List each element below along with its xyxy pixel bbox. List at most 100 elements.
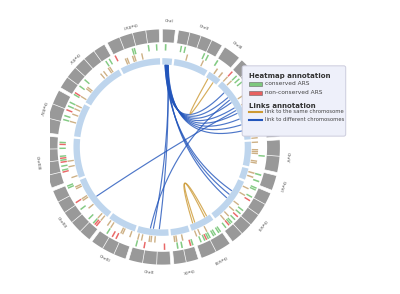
Polygon shape <box>107 29 160 54</box>
Polygon shape <box>134 48 137 54</box>
Polygon shape <box>110 222 115 228</box>
Polygon shape <box>251 137 258 139</box>
Polygon shape <box>81 195 88 200</box>
Polygon shape <box>87 86 93 92</box>
Polygon shape <box>137 233 140 240</box>
Polygon shape <box>242 186 249 190</box>
Polygon shape <box>75 199 82 203</box>
Polygon shape <box>236 81 242 86</box>
Polygon shape <box>60 159 67 161</box>
Polygon shape <box>68 185 74 189</box>
Polygon shape <box>250 128 256 130</box>
Polygon shape <box>235 209 241 214</box>
Polygon shape <box>257 126 263 129</box>
Polygon shape <box>218 47 239 68</box>
Polygon shape <box>214 60 218 66</box>
Text: ChrII: ChrII <box>198 25 209 32</box>
Polygon shape <box>190 215 213 231</box>
Polygon shape <box>70 121 76 124</box>
Polygon shape <box>156 44 158 51</box>
Bar <box>249 82 262 86</box>
Polygon shape <box>218 72 223 78</box>
Polygon shape <box>60 155 66 157</box>
Polygon shape <box>103 71 108 77</box>
Polygon shape <box>107 220 112 226</box>
Polygon shape <box>253 113 260 116</box>
Polygon shape <box>134 55 137 62</box>
Polygon shape <box>122 228 126 235</box>
Polygon shape <box>137 226 169 236</box>
Text: non-conserved ARS: non-conserved ARS <box>265 91 323 96</box>
Polygon shape <box>246 193 252 198</box>
Polygon shape <box>86 70 122 106</box>
Text: ChrXIII: ChrXIII <box>34 156 40 171</box>
Polygon shape <box>60 142 66 143</box>
Polygon shape <box>96 220 101 226</box>
Polygon shape <box>94 219 100 225</box>
Polygon shape <box>75 184 81 188</box>
Polygon shape <box>213 68 218 74</box>
Text: ChrVII: ChrVII <box>256 219 267 231</box>
Polygon shape <box>67 183 73 187</box>
Polygon shape <box>120 227 124 234</box>
Text: Heatmap annotation: Heatmap annotation <box>249 73 331 79</box>
Polygon shape <box>170 225 190 235</box>
Polygon shape <box>210 230 214 236</box>
Polygon shape <box>194 230 198 237</box>
Polygon shape <box>176 242 179 249</box>
Polygon shape <box>206 72 220 85</box>
Polygon shape <box>175 235 178 242</box>
Polygon shape <box>108 68 112 74</box>
Polygon shape <box>112 231 116 237</box>
Polygon shape <box>80 96 87 100</box>
Polygon shape <box>97 213 103 218</box>
Polygon shape <box>225 188 270 241</box>
Text: ChrIII: ChrIII <box>231 41 243 51</box>
Polygon shape <box>132 56 135 62</box>
Polygon shape <box>105 61 110 67</box>
Polygon shape <box>180 242 183 248</box>
Polygon shape <box>238 206 244 211</box>
Polygon shape <box>154 236 156 243</box>
Text: link to different chromosomes: link to different chromosomes <box>264 117 344 122</box>
Polygon shape <box>165 44 167 51</box>
Polygon shape <box>162 58 172 65</box>
Polygon shape <box>222 222 226 228</box>
Polygon shape <box>100 73 105 79</box>
Polygon shape <box>68 165 75 168</box>
Polygon shape <box>228 71 233 77</box>
Polygon shape <box>74 92 81 96</box>
Polygon shape <box>251 160 257 162</box>
Polygon shape <box>250 161 257 164</box>
Polygon shape <box>233 212 238 217</box>
Polygon shape <box>68 105 74 109</box>
Polygon shape <box>114 55 119 61</box>
Polygon shape <box>244 197 250 201</box>
Polygon shape <box>115 233 120 239</box>
Polygon shape <box>223 76 228 82</box>
Polygon shape <box>74 104 90 137</box>
Text: ChrX: ChrX <box>143 270 154 275</box>
Polygon shape <box>45 136 64 188</box>
Polygon shape <box>76 186 82 189</box>
Polygon shape <box>215 227 220 233</box>
Polygon shape <box>245 110 251 113</box>
Polygon shape <box>64 115 71 118</box>
Polygon shape <box>252 149 258 151</box>
Polygon shape <box>92 231 130 259</box>
Polygon shape <box>84 79 90 84</box>
Polygon shape <box>247 175 254 178</box>
Polygon shape <box>252 141 258 143</box>
Polygon shape <box>164 243 165 250</box>
Polygon shape <box>100 215 106 221</box>
Polygon shape <box>220 215 225 220</box>
Polygon shape <box>135 240 138 247</box>
Text: ChrXI: ChrXI <box>98 254 110 263</box>
Polygon shape <box>203 234 207 240</box>
Polygon shape <box>88 214 94 219</box>
Polygon shape <box>74 94 80 98</box>
Polygon shape <box>185 54 188 61</box>
Polygon shape <box>82 196 88 201</box>
Polygon shape <box>257 128 264 131</box>
Polygon shape <box>212 229 216 235</box>
